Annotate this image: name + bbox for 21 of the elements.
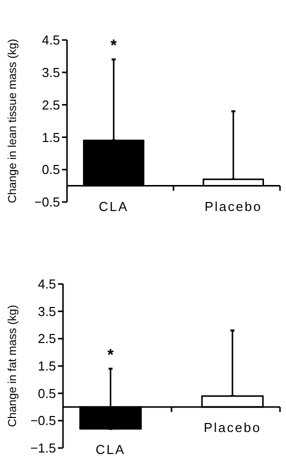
annotation: * — [110, 38, 118, 55]
x-tick-label: CLA — [98, 198, 129, 214]
y-tick-label: 2.5 — [42, 97, 60, 112]
y-tick-label: 0.5 — [42, 162, 60, 178]
y-tick-label: 4.5 — [42, 32, 60, 48]
y-tick-label: −0.5 — [34, 194, 60, 210]
annotation: * — [107, 346, 114, 364]
y-tick-label: −1.5 — [30, 440, 56, 456]
y-tick-label: 1.5 — [42, 130, 60, 145]
y-tick-label: 0.5 — [38, 386, 56, 401]
x-tick-label: Placebo — [204, 198, 262, 214]
y-axis-title: Change in fat mass (kg) — [7, 304, 20, 428]
x-tick-label: Placebo — [204, 420, 262, 435]
y-tick-label: 2.5 — [38, 331, 56, 346]
y-tick-label: −0.5 — [30, 413, 56, 428]
y-tick-label: 3.5 — [42, 64, 60, 80]
x-tick-label: CLA — [96, 442, 126, 457]
y-tick-label: 1.5 — [38, 358, 56, 374]
y-tick-label: 3.5 — [38, 304, 56, 319]
y-tick-label: 4.5 — [38, 276, 56, 292]
y-axis-title: Change in lean tissue mass (kg) — [7, 38, 20, 204]
